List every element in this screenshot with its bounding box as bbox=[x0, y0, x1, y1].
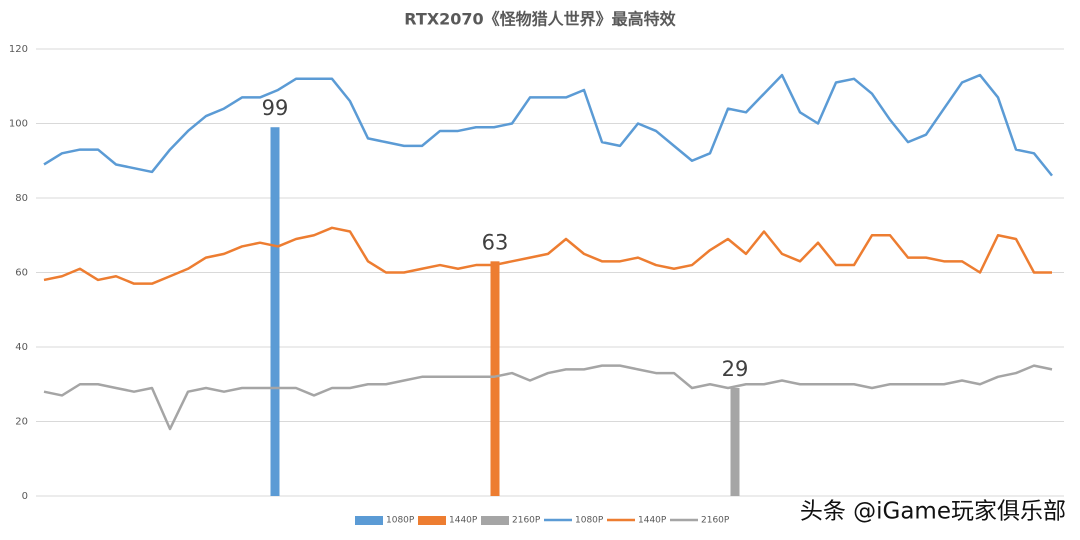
legend-label: 1440P bbox=[449, 516, 478, 526]
watermark: 头条 @iGame玩家俱乐部 bbox=[800, 499, 1066, 525]
bar bbox=[730, 387, 740, 496]
y-tick-label: 60 bbox=[15, 268, 28, 279]
legend-label: 1080P bbox=[575, 516, 604, 526]
legend-swatch bbox=[355, 516, 383, 525]
line-series bbox=[43, 73, 1053, 177]
bar bbox=[490, 261, 500, 496]
legend-label: 2160P bbox=[512, 516, 541, 526]
legend-label: 1440P bbox=[638, 516, 667, 526]
line-series bbox=[43, 226, 1052, 285]
legend-swatch bbox=[481, 516, 509, 525]
y-tick-label: 40 bbox=[15, 342, 28, 353]
legend-label: 2160P bbox=[701, 516, 730, 526]
y-tick-label: 0 bbox=[22, 491, 28, 502]
line-series bbox=[43, 364, 1053, 431]
legend-label: 1080P bbox=[386, 516, 415, 526]
bar-value-label: 99 bbox=[262, 96, 289, 120]
y-tick-label: 80 bbox=[15, 193, 28, 204]
bar-value-label: 29 bbox=[722, 357, 749, 381]
legend-swatch bbox=[418, 516, 446, 525]
bar-value-label: 63 bbox=[482, 230, 509, 254]
y-tick-label: 100 bbox=[9, 119, 28, 130]
y-tick-label: 20 bbox=[15, 417, 28, 428]
y-tick-label: 120 bbox=[9, 44, 28, 55]
chart-title: RTX2070《怪物猎人世界》最高特效 bbox=[404, 10, 675, 29]
bar bbox=[270, 127, 280, 496]
